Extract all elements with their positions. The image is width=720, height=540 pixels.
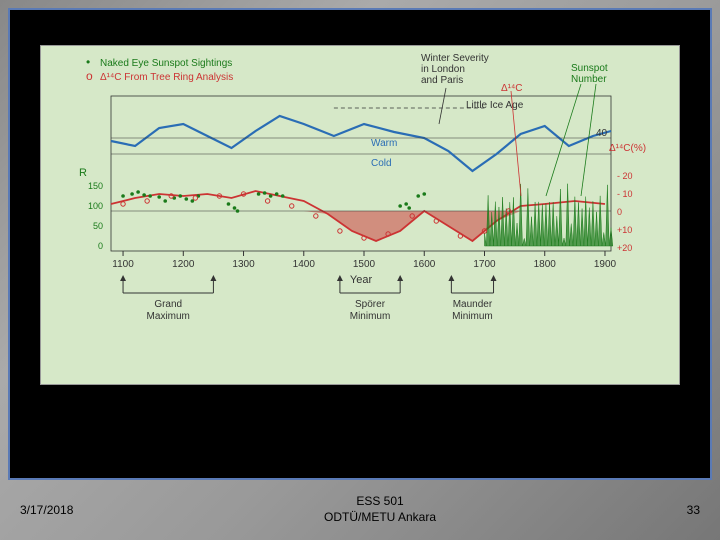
svg-text:1200: 1200 [172, 259, 195, 270]
svg-text:+10: +10 [617, 225, 632, 235]
svg-text:1100: 1100 [112, 259, 134, 270]
svg-text:Δ¹⁴C(%): Δ¹⁴C(%) [609, 143, 646, 154]
svg-text:Maunder: Maunder [453, 299, 493, 310]
slide-frame: 110012001300140015001600170018001900Year… [8, 8, 712, 480]
svg-text:- 10: - 10 [617, 189, 633, 199]
svg-text:1600: 1600 [413, 259, 436, 270]
svg-text:Maximum: Maximum [147, 311, 190, 322]
footer-page: 33 [687, 503, 700, 517]
svg-text:•: • [86, 55, 90, 69]
svg-text:Sunspot: Sunspot [571, 63, 608, 74]
slide-footer: 3/17/2018 ESS 501 ODTÜ/METU Ankara 33 [0, 490, 720, 530]
chart-plot: 110012001300140015001600170018001900Year… [41, 46, 679, 384]
svg-text:Little Ice Age: Little Ice Age [466, 100, 524, 111]
svg-text:100: 100 [88, 201, 103, 211]
svg-text:+20: +20 [617, 243, 632, 253]
svg-text:Warm: Warm [371, 138, 397, 149]
svg-text:Cold: Cold [371, 158, 392, 169]
chart-svg: 110012001300140015001600170018001900Year… [41, 46, 681, 386]
svg-text:Number: Number [571, 74, 607, 85]
svg-text:150: 150 [88, 181, 103, 191]
chart-container: 110012001300140015001600170018001900Year… [40, 45, 680, 385]
footer-course: ESS 501 [324, 494, 436, 510]
svg-text:Year: Year [350, 274, 373, 286]
svg-text:40: 40 [596, 128, 608, 139]
svg-text:in London: in London [421, 64, 465, 75]
svg-text:1800: 1800 [534, 259, 557, 270]
svg-text:1400: 1400 [293, 259, 316, 270]
footer-date: 3/17/2018 [20, 503, 73, 517]
svg-text:0: 0 [98, 241, 103, 251]
footer-institution: ODTÜ/METU Ankara [324, 510, 436, 526]
svg-text:Minimum: Minimum [452, 311, 493, 322]
svg-text:1500: 1500 [353, 259, 376, 270]
svg-text:Δ¹⁴C From Tree Ring Analysis: Δ¹⁴C From Tree Ring Analysis [100, 72, 233, 83]
svg-text:1300: 1300 [232, 259, 255, 270]
svg-text:Δ¹⁴C: Δ¹⁴C [501, 83, 523, 94]
svg-text:Winter Severity: Winter Severity [421, 53, 489, 64]
svg-text:1900: 1900 [594, 259, 617, 270]
svg-text:50: 50 [93, 221, 103, 231]
svg-text:R: R [79, 167, 87, 179]
svg-text:and Paris: and Paris [421, 75, 463, 86]
svg-text:o: o [86, 69, 93, 83]
footer-center: ESS 501 ODTÜ/METU Ankara [324, 494, 436, 525]
svg-text:Minimum: Minimum [350, 311, 391, 322]
svg-text:- 20: - 20 [617, 171, 633, 181]
svg-text:Spörer: Spörer [355, 299, 386, 310]
svg-text:Naked Eye Sunspot Sightings: Naked Eye Sunspot Sightings [100, 58, 232, 69]
svg-text:1700: 1700 [473, 259, 496, 270]
svg-text:Grand: Grand [154, 299, 182, 310]
svg-text:0: 0 [617, 207, 622, 217]
